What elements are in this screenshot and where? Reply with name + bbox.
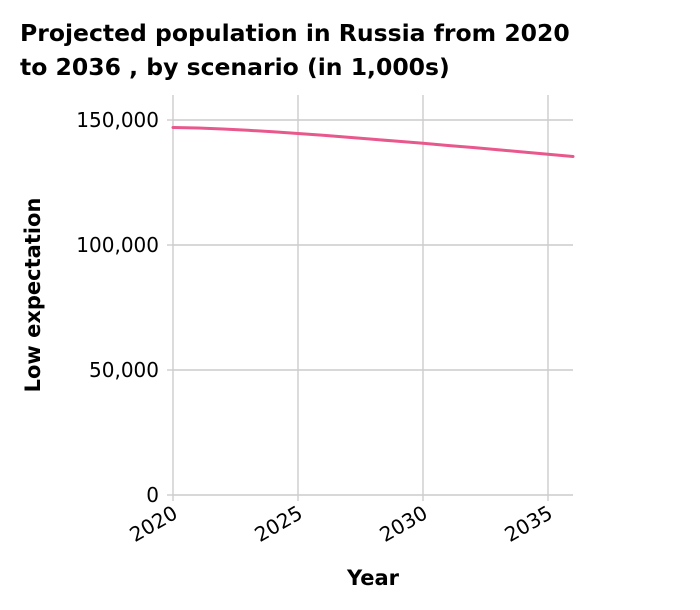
y-tick-label-3: 150,000 xyxy=(76,108,159,132)
x-tick-label-2025: 2025 xyxy=(250,501,306,547)
y-tick-label-0: 0 xyxy=(146,483,159,507)
y-tick-label-1: 50,000 xyxy=(89,358,159,382)
chart-title-line-2: to 2036 , by scenario (in 1,000s) xyxy=(20,53,450,81)
x-tick-label-2035: 2035 xyxy=(500,501,556,547)
y-axis-label: Low expectation xyxy=(21,198,45,393)
x-tick-label-2030: 2030 xyxy=(375,501,431,547)
x-axis-label: Year xyxy=(346,566,400,590)
chart-title-line-1: Projected population in Russia from 2020 xyxy=(20,19,570,47)
plot-area: 0 50,000 100,000 150,000 2020 2025 2030 2035 xyxy=(76,95,575,547)
series-line-0 xyxy=(171,126,575,158)
y-tick-label-2: 100,000 xyxy=(76,233,159,257)
x-tick-label-2020: 2020 xyxy=(125,501,181,547)
